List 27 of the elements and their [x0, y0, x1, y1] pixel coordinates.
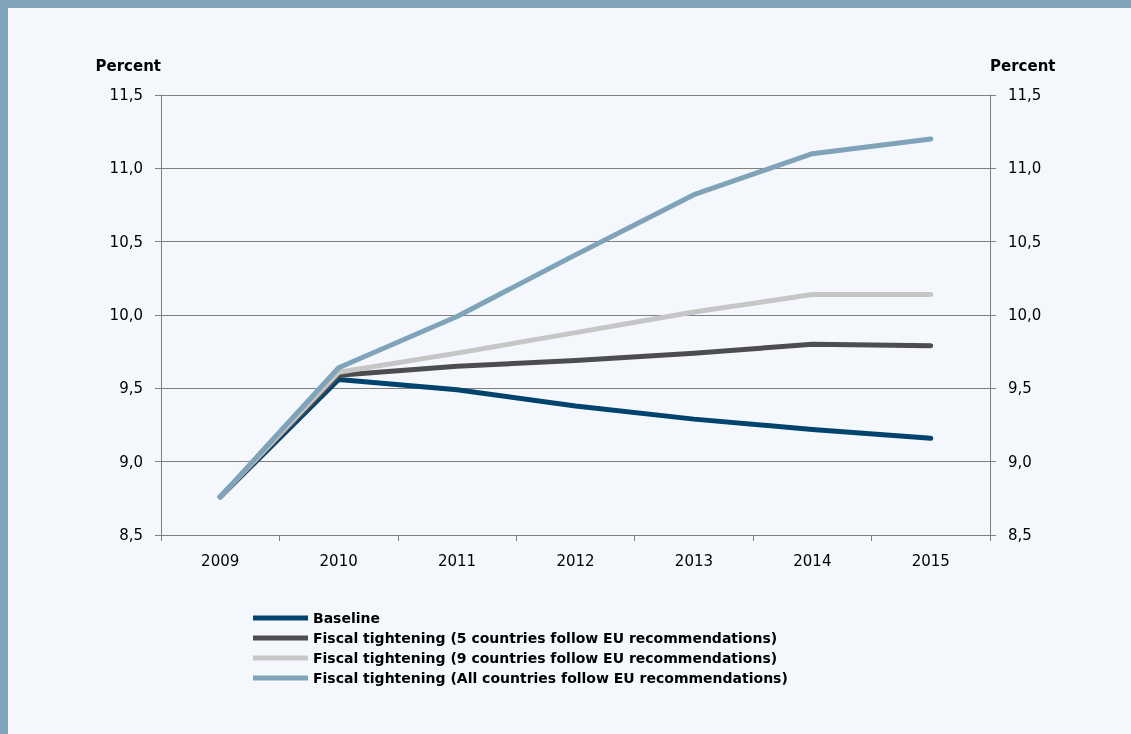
y-tick-label: 10,0	[109, 306, 143, 324]
y2-tick-label: 9,5	[1008, 379, 1032, 398]
y-tick-label: 10,5	[109, 232, 143, 251]
x-tick-label: 2014	[793, 551, 832, 570]
legend-label: Fiscal tightening (5 countries follow EU recommendations)	[313, 630, 778, 646]
y2-tick-label: 10,5	[1008, 232, 1042, 251]
x-tick-label: 2015	[911, 551, 950, 570]
x-tick-label: 2012	[556, 551, 595, 570]
y-tick-label: 8,5	[119, 526, 143, 544]
y2-tick-label: 8,5	[1008, 526, 1032, 544]
y-tick-label: 9,0	[119, 452, 143, 471]
y-tick-label: 11,5	[109, 86, 143, 104]
y-tick-label: 11,0	[109, 159, 143, 178]
legend-label: Fiscal tightening (9 countries follow EU recommendations)	[313, 650, 778, 666]
x-tick-label: 2010	[319, 551, 358, 570]
x-tick-label: 2011	[437, 551, 477, 570]
x-tick-label: 2013	[674, 551, 714, 570]
y-tick-label: 9,5	[119, 379, 143, 398]
y-axis-title: Percent	[95, 56, 161, 75]
y2-axis-title: Percent	[990, 56, 1056, 75]
legend-label: Baseline	[313, 610, 381, 626]
y2-tick-label: 10,0	[1008, 306, 1042, 324]
y2-tick-label: 11,0	[1008, 159, 1042, 178]
y2-tick-label: 11,5	[1008, 86, 1042, 104]
legend-label: Fiscal tightening (All countries follow EU recommendations)	[313, 670, 788, 686]
x-tick-label: 2009	[201, 551, 240, 570]
y2-tick-label: 9,0	[1008, 452, 1032, 471]
